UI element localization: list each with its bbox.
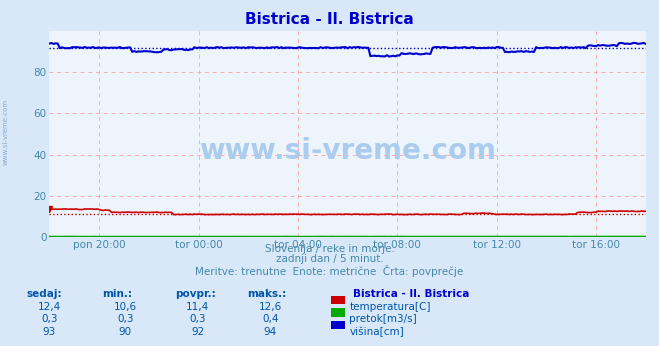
Text: Bistrica - Il. Bistrica: Bistrica - Il. Bistrica <box>353 289 469 299</box>
Text: sedaj:: sedaj: <box>26 289 62 299</box>
Text: Bistrica - Il. Bistrica: Bistrica - Il. Bistrica <box>245 12 414 27</box>
Text: 12,4: 12,4 <box>38 302 61 312</box>
Text: 0,3: 0,3 <box>41 314 58 324</box>
Text: Meritve: trenutne  Enote: metrične  Črta: povprečje: Meritve: trenutne Enote: metrične Črta: … <box>195 265 464 277</box>
Text: temperatura[C]: temperatura[C] <box>349 302 431 312</box>
Text: maks.:: maks.: <box>247 289 287 299</box>
Text: 0,3: 0,3 <box>189 314 206 324</box>
Text: 0,3: 0,3 <box>117 314 134 324</box>
Text: 11,4: 11,4 <box>186 302 210 312</box>
Text: 90: 90 <box>119 327 132 337</box>
Text: pretok[m3/s]: pretok[m3/s] <box>349 314 417 324</box>
Text: povpr.:: povpr.: <box>175 289 215 299</box>
Text: www.si-vreme.com: www.si-vreme.com <box>2 98 9 165</box>
Text: min.:: min.: <box>102 289 132 299</box>
Text: 0,4: 0,4 <box>262 314 279 324</box>
Text: 94: 94 <box>264 327 277 337</box>
Text: Slovenija / reke in morje.: Slovenija / reke in morje. <box>264 244 395 254</box>
Text: 12,6: 12,6 <box>258 302 282 312</box>
Text: 92: 92 <box>191 327 204 337</box>
Text: www.si-vreme.com: www.si-vreme.com <box>199 137 496 165</box>
Text: višina[cm]: višina[cm] <box>349 327 404 337</box>
Text: 10,6: 10,6 <box>113 302 137 312</box>
Text: zadnji dan / 5 minut.: zadnji dan / 5 minut. <box>275 254 384 264</box>
Text: 93: 93 <box>43 327 56 337</box>
